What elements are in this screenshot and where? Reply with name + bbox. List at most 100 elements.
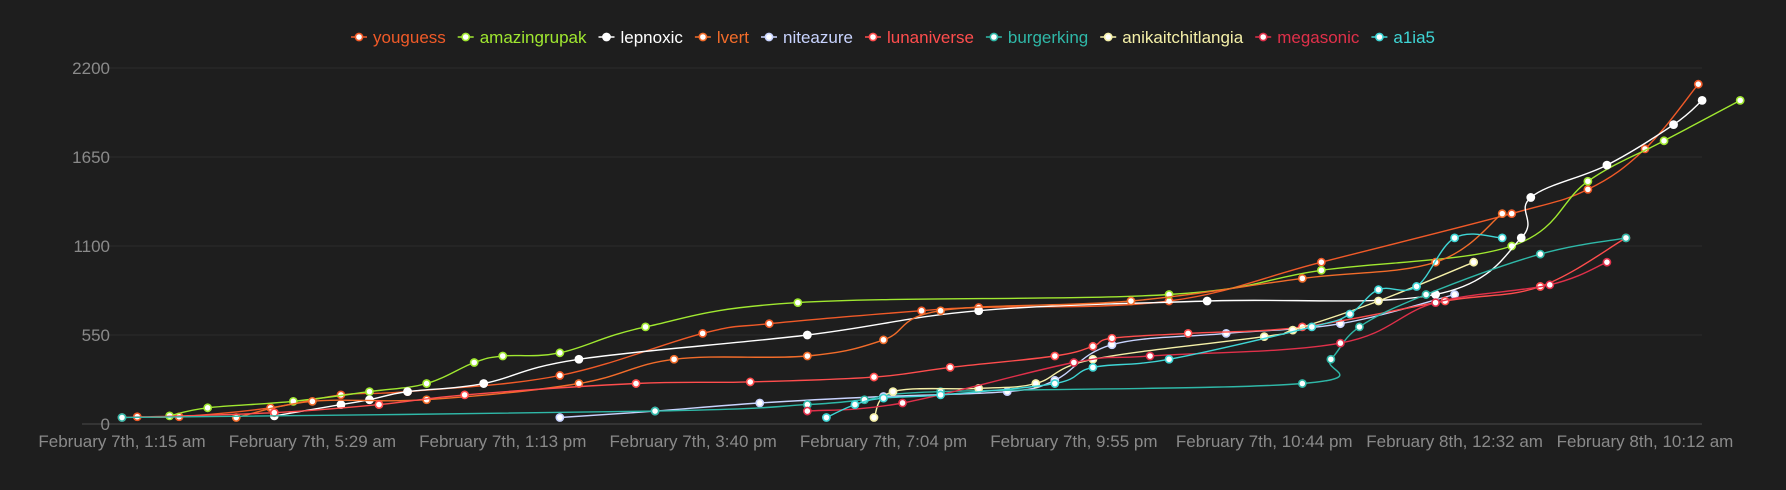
legend-item-anikaitchitlangia[interactable]: anikaitchitlangia <box>1100 28 1244 47</box>
data-point[interactable] <box>1336 338 1345 348</box>
data-point[interactable] <box>755 398 765 408</box>
data-point[interactable] <box>1088 341 1098 351</box>
data-point[interactable] <box>888 387 898 397</box>
data-point[interactable] <box>1145 351 1155 361</box>
data-point[interactable] <box>869 372 879 382</box>
data-point[interactable] <box>1526 193 1536 202</box>
data-point[interactable] <box>802 351 812 361</box>
data-point[interactable] <box>1164 354 1174 364</box>
data-point[interactable] <box>555 371 565 380</box>
data-point[interactable] <box>1621 233 1631 243</box>
data-point[interactable] <box>1431 298 1440 308</box>
legend-item-a1ia5[interactable]: a1ia5 <box>1371 28 1435 47</box>
data-point[interactable] <box>1516 233 1526 243</box>
data-point[interactable] <box>1126 296 1136 306</box>
data-point[interactable] <box>1183 328 1193 338</box>
data-point[interactable] <box>1050 379 1060 388</box>
legend-item-lepnoxic[interactable]: lepnoxic <box>598 28 684 47</box>
data-point[interactable] <box>1107 333 1117 343</box>
data-point[interactable] <box>1412 282 1421 291</box>
data-point[interactable] <box>1469 257 1479 267</box>
data-point[interactable] <box>1535 249 1545 259</box>
data-point[interactable] <box>1545 280 1555 290</box>
data-point[interactable] <box>1450 233 1460 243</box>
data-point[interactable] <box>555 348 565 358</box>
data-point[interactable] <box>1450 290 1460 299</box>
legend-item-amazingrupak[interactable]: amazingrupak <box>457 28 587 47</box>
data-point[interactable] <box>936 390 946 400</box>
data-point[interactable] <box>555 413 565 422</box>
data-point[interactable] <box>1088 362 1098 372</box>
data-point[interactable] <box>469 358 479 367</box>
legend-item-youguess[interactable]: youguess <box>351 28 446 47</box>
data-point[interactable] <box>698 328 708 338</box>
data-point[interactable] <box>1316 257 1326 267</box>
data-point[interactable] <box>1697 95 1707 105</box>
data-point[interactable] <box>1602 160 1612 170</box>
legend-item-niteazure[interactable]: niteazure <box>761 28 853 47</box>
data-point[interactable] <box>1602 257 1612 267</box>
data-point[interactable] <box>498 351 508 361</box>
data-point[interactable] <box>1669 120 1678 130</box>
data-point[interactable] <box>898 398 907 408</box>
data-point[interactable] <box>203 403 213 413</box>
data-point[interactable] <box>1202 296 1212 306</box>
data-point[interactable] <box>1050 351 1060 361</box>
data-point[interactable] <box>1316 265 1326 275</box>
data-point[interactable] <box>1735 95 1745 105</box>
data-point[interactable] <box>1693 79 1703 89</box>
data-point[interactable] <box>802 330 812 340</box>
data-point[interactable] <box>1221 328 1231 338</box>
legend-item-lunaniverse[interactable]: lunaniverse <box>865 28 974 47</box>
data-point[interactable] <box>879 393 888 403</box>
data-point[interactable] <box>1069 358 1079 367</box>
data-point[interactable] <box>1497 209 1507 219</box>
data-point[interactable] <box>1326 354 1336 364</box>
legend-item-megasonic[interactable]: megasonic <box>1255 28 1360 47</box>
data-point[interactable] <box>1374 296 1383 306</box>
legend-item-lvert[interactable]: lvert <box>694 28 749 47</box>
data-point[interactable] <box>945 362 955 372</box>
data-point[interactable] <box>936 306 946 316</box>
data-point[interactable] <box>1297 273 1307 283</box>
data-point[interactable] <box>917 306 926 316</box>
data-point[interactable] <box>1374 285 1383 295</box>
data-point[interactable] <box>850 400 860 409</box>
data-point[interactable] <box>1659 136 1669 146</box>
data-point[interactable] <box>974 306 984 316</box>
data-point[interactable] <box>821 413 831 422</box>
data-point[interactable] <box>1421 290 1431 299</box>
data-point[interactable] <box>641 322 650 332</box>
series-a1ia5 <box>821 233 1507 422</box>
data-point[interactable] <box>669 354 679 364</box>
data-point[interactable] <box>1583 184 1593 194</box>
data-point[interactable] <box>650 406 660 416</box>
data-point[interactable] <box>793 298 803 308</box>
data-point[interactable] <box>1497 233 1507 243</box>
data-point[interactable] <box>336 400 346 409</box>
data-point[interactable] <box>1345 309 1355 319</box>
data-point[interactable] <box>422 379 431 388</box>
data-point[interactable] <box>374 400 384 409</box>
data-point[interactable] <box>365 395 374 405</box>
data-point[interactable] <box>460 390 470 400</box>
data-point[interactable] <box>307 396 317 406</box>
data-point[interactable] <box>1355 322 1364 332</box>
data-point[interactable] <box>1507 209 1517 219</box>
data-point[interactable] <box>1307 322 1317 332</box>
data-point[interactable] <box>869 413 879 422</box>
data-point[interactable] <box>879 335 888 345</box>
data-point[interactable] <box>117 413 127 422</box>
data-point[interactable] <box>1297 379 1307 388</box>
data-point[interactable] <box>1583 176 1593 186</box>
data-point[interactable] <box>403 387 412 397</box>
data-point[interactable] <box>479 379 489 388</box>
data-point[interactable] <box>802 406 812 416</box>
legend-item-burgerking[interactable]: burgerking <box>985 28 1088 47</box>
data-point[interactable] <box>764 319 774 329</box>
data-point[interactable] <box>574 354 584 364</box>
legend-label: youguess <box>373 28 446 47</box>
data-point[interactable] <box>631 379 641 388</box>
data-point[interactable] <box>365 387 374 397</box>
data-point[interactable] <box>745 377 755 387</box>
